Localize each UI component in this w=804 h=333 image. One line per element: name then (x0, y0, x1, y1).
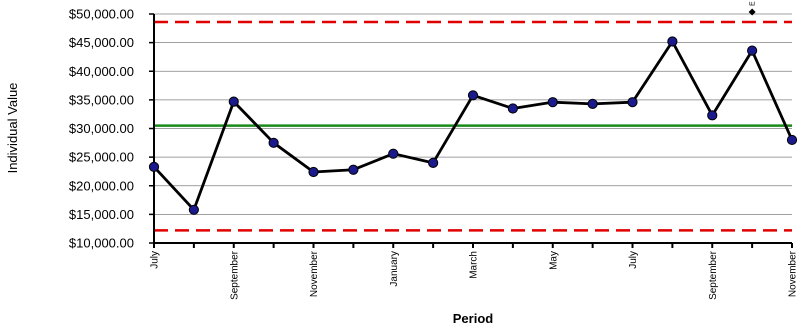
data-point-6 (388, 148, 399, 159)
y-tick-label-3: $25,000.00 (69, 150, 134, 165)
x-tick-label-12: July (628, 251, 639, 269)
data-point-14 (707, 110, 718, 121)
y-tick-label-2: $20,000.00 (69, 178, 134, 193)
data-point-8 (467, 90, 479, 101)
data-point-2 (228, 96, 239, 107)
x-tick-label-4: November (309, 250, 320, 297)
x-tick-label-16: November (788, 250, 799, 297)
data-point-12 (627, 97, 638, 108)
data-point-5 (348, 164, 359, 175)
y-tick-label-8: $50,000.00 (69, 7, 134, 22)
out-of-range-marker-label: E (750, 1, 757, 6)
x-tick-label-14: September (708, 250, 719, 300)
y-tick-label-0: $10,000.00 (69, 236, 134, 251)
series-layer (148, 36, 798, 215)
data-point-3 (268, 137, 279, 148)
data-point-16 (786, 134, 798, 146)
data-point-7 (428, 157, 439, 168)
data-point-11 (587, 98, 598, 109)
x-tick-labels: July September November January March May July… (150, 243, 799, 300)
x-tick-label-2: September (229, 250, 240, 300)
data-point-13 (667, 36, 678, 47)
y-tick-labels: $10,000.00 $15,000.00 $20,000.00 $25,000.00… (69, 7, 154, 251)
x-tick-label-6: January (389, 251, 400, 287)
grid-layer (154, 13, 792, 215)
data-point-4 (308, 166, 319, 178)
y-tick-label-6: $40,000.00 (69, 64, 134, 79)
y-tick-label-4: $30,000.00 (69, 121, 134, 136)
data-point-1 (188, 204, 199, 215)
limit-layer (154, 20, 792, 232)
data-point-0 (148, 161, 160, 172)
data-point-10 (547, 97, 558, 108)
out-of-range-marker (748, 8, 756, 16)
x-tick-label-10: May (548, 251, 559, 270)
x-tick-label-0: July (150, 251, 161, 269)
y-tick-label-5: $35,000.00 (69, 92, 134, 107)
x-axis-title: Period (453, 311, 494, 326)
data-point-9 (507, 103, 518, 114)
data-point-15 (747, 45, 758, 56)
marker-layer: E (748, 1, 757, 16)
x-tick-label-8: March (469, 251, 480, 279)
y-axis-title: Individual Value (5, 83, 20, 174)
y-tick-label-1: $15,000.00 (69, 207, 134, 222)
y-tick-label-7: $45,000.00 (69, 35, 134, 50)
